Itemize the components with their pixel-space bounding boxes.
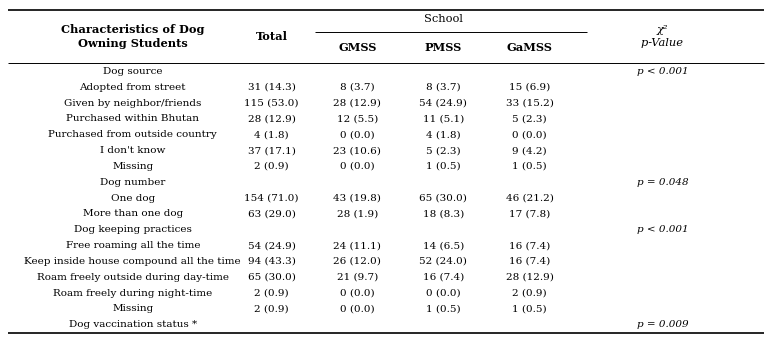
Text: 43 (19.8): 43 (19.8) (334, 193, 381, 203)
Text: 37 (17.1): 37 (17.1) (248, 146, 296, 155)
Text: 4 (1.8): 4 (1.8) (426, 130, 460, 139)
Text: Roam freely during night-time: Roam freely during night-time (53, 288, 212, 298)
Text: 28 (12.9): 28 (12.9) (248, 114, 296, 123)
Text: PMSS: PMSS (425, 42, 462, 53)
Text: Characteristics of Dog
Owning Students: Characteristics of Dog Owning Students (61, 24, 205, 49)
Text: 154 (71.0): 154 (71.0) (245, 193, 299, 203)
Text: Dog vaccination status *: Dog vaccination status * (69, 320, 197, 329)
Text: More than one dog: More than one dog (83, 210, 183, 218)
Text: One dog: One dog (110, 193, 155, 203)
Text: 12 (5.5): 12 (5.5) (337, 114, 378, 123)
Text: 2 (0.9): 2 (0.9) (513, 288, 547, 298)
Text: 21 (9.7): 21 (9.7) (337, 273, 378, 282)
Text: 1 (0.5): 1 (0.5) (426, 305, 460, 314)
Text: 26 (12.0): 26 (12.0) (334, 257, 381, 266)
Text: 65 (30.0): 65 (30.0) (248, 273, 296, 282)
Text: 15 (6.9): 15 (6.9) (509, 83, 550, 92)
Text: 63 (29.0): 63 (29.0) (248, 210, 296, 218)
Text: χ²
​p-Value: χ² ​p-Value (642, 25, 683, 48)
Text: Dog keeping practices: Dog keeping practices (74, 225, 191, 234)
Text: 28 (12.9): 28 (12.9) (506, 273, 554, 282)
Text: Dog source: Dog source (103, 67, 163, 76)
Text: 115 (53.0): 115 (53.0) (245, 98, 299, 108)
Text: 94 (43.3): 94 (43.3) (248, 257, 296, 266)
Text: 0 (0.0): 0 (0.0) (340, 305, 374, 314)
Text: 0 (0.0): 0 (0.0) (340, 130, 374, 139)
Text: 52 (24.0): 52 (24.0) (419, 257, 467, 266)
Text: 33 (15.2): 33 (15.2) (506, 98, 554, 108)
Text: p = 0.009: p = 0.009 (637, 320, 688, 329)
Text: 0 (0.0): 0 (0.0) (513, 130, 547, 139)
Text: 1 (0.5): 1 (0.5) (513, 162, 547, 171)
Text: Purchased within Bhutan: Purchased within Bhutan (66, 114, 199, 123)
Text: 2 (0.9): 2 (0.9) (255, 162, 289, 171)
Text: Keep inside house compound all the time: Keep inside house compound all the time (25, 257, 241, 266)
Text: 9 (4.2): 9 (4.2) (513, 146, 547, 155)
Text: 16 (7.4): 16 (7.4) (422, 273, 464, 282)
Text: 1 (0.5): 1 (0.5) (426, 162, 460, 171)
Text: 16 (7.4): 16 (7.4) (509, 241, 550, 250)
Text: 24 (11.1): 24 (11.1) (334, 241, 381, 250)
Text: 0 (0.0): 0 (0.0) (340, 162, 374, 171)
Text: 2 (0.9): 2 (0.9) (255, 305, 289, 314)
Text: p < 0.001: p < 0.001 (637, 225, 688, 234)
Text: 65 (30.0): 65 (30.0) (419, 193, 467, 203)
Text: 0 (0.0): 0 (0.0) (340, 288, 374, 298)
Text: Missing: Missing (112, 162, 154, 171)
Text: 2 (0.9): 2 (0.9) (255, 288, 289, 298)
Text: Given by neighbor/friends: Given by neighbor/friends (64, 98, 201, 108)
Text: 5 (2.3): 5 (2.3) (426, 146, 460, 155)
Text: 18 (8.3): 18 (8.3) (422, 210, 464, 218)
Text: Dog number: Dog number (100, 178, 165, 187)
Text: p = 0.048: p = 0.048 (637, 178, 688, 187)
Text: 14 (6.5): 14 (6.5) (422, 241, 464, 250)
Text: 54 (24.9): 54 (24.9) (248, 241, 296, 250)
Text: 31 (14.3): 31 (14.3) (248, 83, 296, 92)
Text: 16 (7.4): 16 (7.4) (509, 257, 550, 266)
Text: Missing: Missing (112, 305, 154, 314)
Text: 1 (0.5): 1 (0.5) (513, 305, 547, 314)
Text: Free roaming all the time: Free roaming all the time (66, 241, 200, 250)
Text: 5 (2.3): 5 (2.3) (513, 114, 547, 123)
Text: 28 (12.9): 28 (12.9) (334, 98, 381, 108)
Text: Total: Total (256, 31, 288, 43)
Text: 54 (24.9): 54 (24.9) (419, 98, 467, 108)
Text: 8 (3.7): 8 (3.7) (426, 83, 460, 92)
Text: p < 0.001: p < 0.001 (637, 67, 688, 76)
Text: 28 (1.9): 28 (1.9) (337, 210, 378, 218)
Text: 17 (7.8): 17 (7.8) (509, 210, 550, 218)
Text: GaMSS: GaMSS (506, 42, 553, 53)
Text: 11 (5.1): 11 (5.1) (422, 114, 464, 123)
Text: School: School (424, 14, 463, 24)
Text: 0 (0.0): 0 (0.0) (426, 288, 460, 298)
Text: Purchased from outside country: Purchased from outside country (49, 130, 217, 139)
Text: Adopted from street: Adopted from street (80, 83, 186, 92)
Text: I don't know: I don't know (100, 146, 165, 155)
Text: 8 (3.7): 8 (3.7) (340, 83, 374, 92)
Text: Roam freely outside during day-time: Roam freely outside during day-time (37, 273, 229, 282)
Text: 23 (10.6): 23 (10.6) (334, 146, 381, 155)
Text: GMSS: GMSS (338, 42, 377, 53)
Text: 46 (21.2): 46 (21.2) (506, 193, 554, 203)
Text: 4 (1.8): 4 (1.8) (255, 130, 289, 139)
